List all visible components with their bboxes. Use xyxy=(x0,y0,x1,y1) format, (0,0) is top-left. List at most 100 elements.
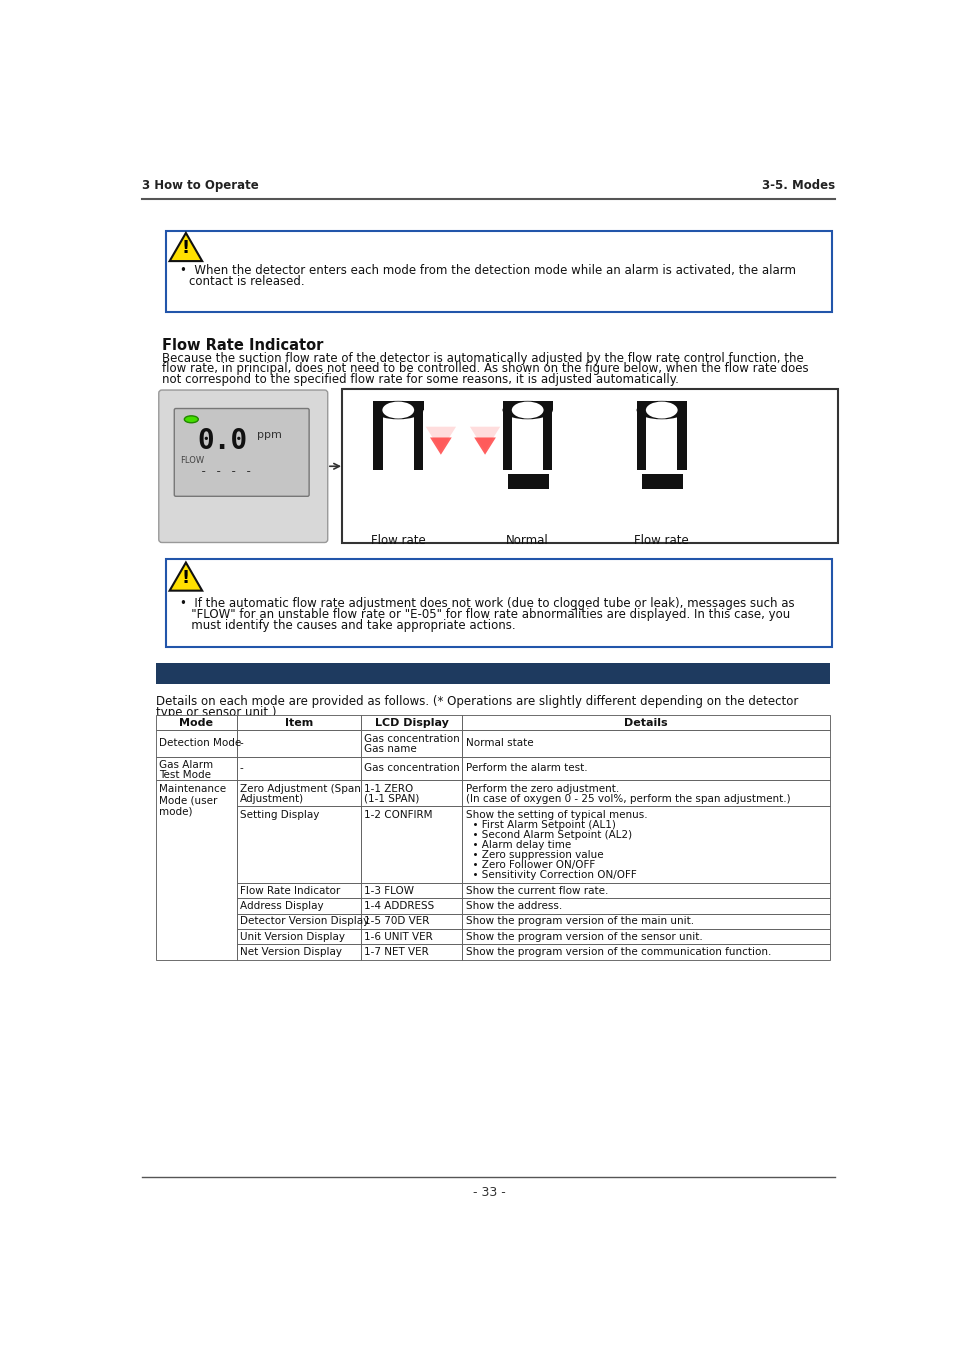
Text: 1-1 ZERO: 1-1 ZERO xyxy=(364,784,414,793)
FancyBboxPatch shape xyxy=(236,805,361,882)
Text: Flow Rate Indicator: Flow Rate Indicator xyxy=(162,338,323,353)
FancyBboxPatch shape xyxy=(361,944,462,959)
FancyBboxPatch shape xyxy=(502,411,512,470)
Polygon shape xyxy=(170,562,202,590)
FancyBboxPatch shape xyxy=(236,913,361,929)
Text: !: ! xyxy=(182,239,190,258)
FancyBboxPatch shape xyxy=(155,662,829,684)
Text: Mode: Mode xyxy=(179,717,213,728)
Text: Zero Adjustment (Span: Zero Adjustment (Span xyxy=(239,784,360,793)
FancyBboxPatch shape xyxy=(236,944,361,959)
Text: Gas concentration: Gas concentration xyxy=(364,763,459,773)
Text: 1-6 UNIT VER: 1-6 UNIT VER xyxy=(364,932,433,942)
Text: Item: Item xyxy=(285,717,313,728)
Ellipse shape xyxy=(184,416,198,423)
Polygon shape xyxy=(170,232,202,261)
Text: Unit Version Display: Unit Version Display xyxy=(239,932,344,942)
Text: Address Display: Address Display xyxy=(239,901,323,911)
Ellipse shape xyxy=(645,401,677,419)
Text: 3 How to Operate: 3 How to Operate xyxy=(142,180,259,192)
Text: Perform the alarm test.: Perform the alarm test. xyxy=(465,763,586,773)
Text: (In case of oxygen 0 - 25 vol%, perform the span adjustment.): (In case of oxygen 0 - 25 vol%, perform … xyxy=(465,793,789,804)
Text: •  If the automatic flow rate adjustment does not work (due to clogged tube or l: • If the automatic flow rate adjustment … xyxy=(179,597,794,611)
FancyBboxPatch shape xyxy=(462,882,829,898)
FancyBboxPatch shape xyxy=(507,474,548,489)
FancyBboxPatch shape xyxy=(462,913,829,929)
FancyBboxPatch shape xyxy=(236,757,361,780)
Text: 1-5 70D VER: 1-5 70D VER xyxy=(364,916,430,927)
Ellipse shape xyxy=(373,401,423,419)
Text: 3-5. Modes: 3-5. Modes xyxy=(761,180,835,192)
FancyBboxPatch shape xyxy=(462,715,829,731)
Text: !: ! xyxy=(182,569,190,586)
FancyBboxPatch shape xyxy=(236,715,361,731)
Text: • Alarm delay time: • Alarm delay time xyxy=(465,840,570,850)
Text: Gas Alarm: Gas Alarm xyxy=(158,761,213,770)
Ellipse shape xyxy=(382,401,414,419)
Text: not correspond to the specified flow rate for some reasons, it is adjusted autom: not correspond to the specified flow rat… xyxy=(162,373,678,386)
FancyBboxPatch shape xyxy=(236,898,361,913)
Text: 0.0: 0.0 xyxy=(197,427,247,455)
Text: Maintenance
Mode (user
mode): Maintenance Mode (user mode) xyxy=(158,784,226,817)
FancyBboxPatch shape xyxy=(462,780,829,805)
Text: contact is released.: contact is released. xyxy=(189,276,304,288)
Text: -: - xyxy=(239,763,243,773)
Text: Setting Display: Setting Display xyxy=(239,809,318,820)
Text: FLOW: FLOW xyxy=(179,457,204,465)
Text: Perform the zero adjustment.: Perform the zero adjustment. xyxy=(465,784,618,793)
Text: Show the setting of typical menus.: Show the setting of typical menus. xyxy=(465,809,646,820)
FancyBboxPatch shape xyxy=(155,780,236,959)
FancyBboxPatch shape xyxy=(414,411,422,470)
Text: Show the program version of the sensor unit.: Show the program version of the sensor u… xyxy=(465,932,701,942)
Text: Flow rate: Flow rate xyxy=(371,534,425,547)
Ellipse shape xyxy=(502,401,553,419)
FancyBboxPatch shape xyxy=(542,411,552,470)
FancyBboxPatch shape xyxy=(677,411,686,470)
Text: -: - xyxy=(239,739,243,748)
FancyBboxPatch shape xyxy=(236,731,361,757)
FancyBboxPatch shape xyxy=(373,411,382,470)
Text: Flow rate: Flow rate xyxy=(634,534,688,547)
Text: Test Mode: Test Mode xyxy=(158,770,211,780)
Polygon shape xyxy=(474,438,496,455)
Text: • Sensitivity Correction ON/OFF: • Sensitivity Correction ON/OFF xyxy=(465,870,636,880)
FancyBboxPatch shape xyxy=(155,731,236,757)
Text: • Second Alarm Setpoint (AL2): • Second Alarm Setpoint (AL2) xyxy=(465,830,631,840)
FancyBboxPatch shape xyxy=(462,898,829,913)
Text: (1-1 SPAN): (1-1 SPAN) xyxy=(364,793,419,804)
Text: Detection Mode: Detection Mode xyxy=(158,739,241,748)
FancyBboxPatch shape xyxy=(361,731,462,757)
FancyBboxPatch shape xyxy=(166,231,831,312)
Text: Adjustment): Adjustment) xyxy=(239,793,303,804)
Text: Normal: Normal xyxy=(506,534,549,547)
Text: type or sensor unit.): type or sensor unit.) xyxy=(155,705,275,719)
Text: Normal state: Normal state xyxy=(465,739,533,748)
FancyBboxPatch shape xyxy=(174,408,309,496)
Text: ppm: ppm xyxy=(257,430,282,440)
Text: Show the address.: Show the address. xyxy=(465,901,561,911)
FancyBboxPatch shape xyxy=(462,929,829,944)
Text: Show the program version of the communication function.: Show the program version of the communic… xyxy=(465,947,770,957)
Text: flow rate, in principal, does not need to be controlled. As shown on the figure : flow rate, in principal, does not need t… xyxy=(162,362,807,376)
FancyBboxPatch shape xyxy=(158,390,328,543)
Text: Show the current flow rate.: Show the current flow rate. xyxy=(465,885,607,896)
FancyBboxPatch shape xyxy=(361,898,462,913)
Polygon shape xyxy=(425,427,456,451)
FancyBboxPatch shape xyxy=(236,929,361,944)
FancyBboxPatch shape xyxy=(637,401,686,411)
Polygon shape xyxy=(430,438,452,455)
FancyBboxPatch shape xyxy=(236,780,361,805)
FancyBboxPatch shape xyxy=(462,944,829,959)
Text: 1-4 ADDRESS: 1-4 ADDRESS xyxy=(364,901,435,911)
FancyBboxPatch shape xyxy=(373,401,423,411)
Text: • Zero Follower ON/OFF: • Zero Follower ON/OFF xyxy=(465,859,594,870)
Ellipse shape xyxy=(511,401,543,419)
Text: Details: Details xyxy=(623,717,667,728)
FancyBboxPatch shape xyxy=(641,474,682,489)
Text: must identify the causes and take appropriate actions.: must identify the causes and take approp… xyxy=(179,619,515,632)
FancyBboxPatch shape xyxy=(361,715,462,731)
Text: Because the suction flow rate of the detector is automatically adjusted by the f: Because the suction flow rate of the det… xyxy=(162,351,802,365)
FancyBboxPatch shape xyxy=(361,780,462,805)
FancyBboxPatch shape xyxy=(361,757,462,780)
Text: - 33 -: - 33 - xyxy=(472,1186,505,1200)
